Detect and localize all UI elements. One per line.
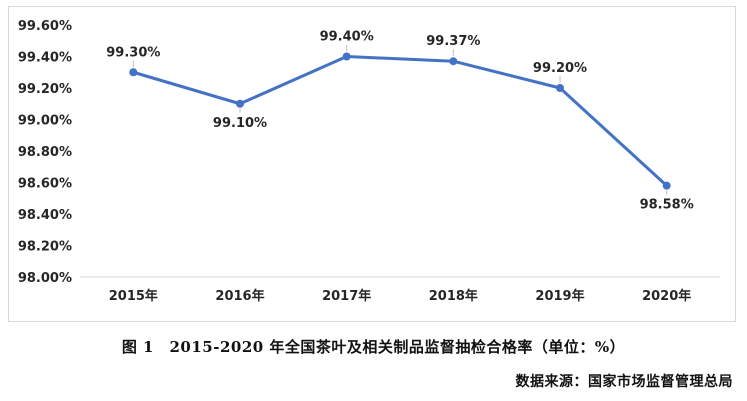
- data-point: [236, 99, 244, 108]
- data-source: 数据来源：国家市场监督管理总局: [515, 374, 733, 390]
- y-tick-label: 99.60%: [18, 19, 72, 34]
- x-tick-label: 2016年: [215, 288, 264, 304]
- y-tick-label: 99.00%: [18, 114, 72, 129]
- y-tick-label: 99.20%: [18, 82, 72, 97]
- y-tick-label: 98.60%: [18, 177, 72, 192]
- x-tick-label: 2018年: [429, 288, 478, 304]
- x-tick-label: 2020年: [642, 288, 691, 304]
- x-tick-label: 2017年: [322, 288, 371, 304]
- data-label: 99.37%: [426, 34, 480, 49]
- data-label: 99.10%: [213, 116, 267, 131]
- data-point: [556, 84, 564, 92]
- data-point: [342, 52, 351, 61]
- x-tick-label: 2019年: [535, 288, 584, 304]
- x-tick-label: 2015年: [109, 288, 158, 304]
- figure-caption: 图 1 2015-2020 年全国茶叶及相关制品监督抽检合格率（单位：%）: [121, 338, 626, 356]
- data-label: 98.58%: [640, 198, 694, 213]
- y-tick-label: 99.40%: [18, 51, 72, 66]
- y-tick-label: 98.00%: [18, 271, 72, 286]
- y-tick-label: 98.40%: [18, 208, 72, 223]
- y-tick-label: 98.80%: [18, 145, 72, 160]
- data-point: [129, 68, 138, 77]
- series-line: [132, 55, 668, 187]
- data-label: 99.20%: [533, 61, 587, 76]
- y-tick-label: 98.20%: [18, 240, 72, 255]
- data-label: 99.30%: [106, 45, 160, 60]
- data-point: [662, 181, 671, 190]
- data-point: [449, 57, 458, 66]
- data-label: 99.40%: [320, 30, 374, 45]
